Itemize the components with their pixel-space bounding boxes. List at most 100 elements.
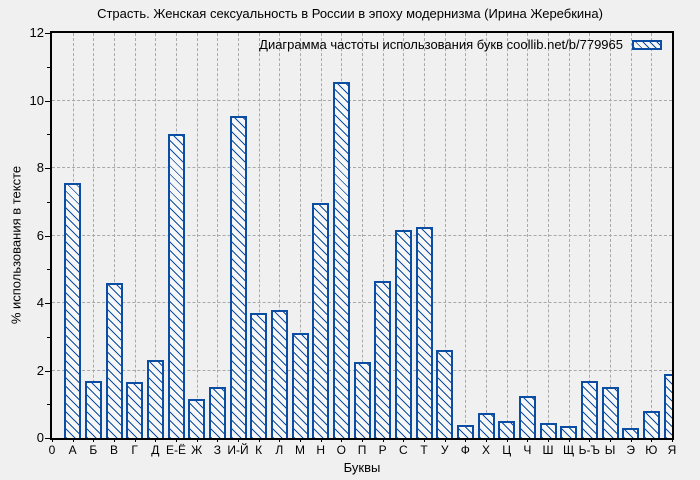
x-tick-label-И-Й: И-Й [227, 443, 249, 457]
x-tick-mark [548, 438, 549, 442]
y-tick-label-12: 12 [29, 25, 44, 40]
v-gridline [258, 33, 260, 438]
x-tick-mark [300, 438, 301, 442]
y-tick-mark-minor [47, 134, 50, 136]
x-tick-mark [258, 438, 260, 442]
x-tick-mark [382, 438, 384, 442]
x-tick-label-Ш: Ш [542, 443, 554, 457]
v-gridline [93, 33, 95, 438]
x-tick-label-0: 0 [48, 443, 56, 457]
y-tick-label-2: 2 [36, 362, 44, 378]
y-tick-mark-major [45, 168, 50, 169]
x-tick-label-Щ: Щ [563, 443, 575, 457]
bar-Э [622, 427, 640, 438]
v-gridline [300, 33, 301, 438]
x-tick-mark [424, 438, 425, 442]
legend: Диаграмма частоты использования букв coo… [259, 37, 662, 52]
y-tick-label-0: 0 [36, 430, 44, 445]
x-tick-mark [610, 438, 611, 442]
x-tick-label-Ю: Ю [645, 443, 658, 457]
x-tick-mark [362, 438, 363, 442]
bar-Ф [456, 424, 474, 438]
y-tick-mark-minor [47, 201, 50, 203]
x-tick-label-Э: Э [626, 443, 635, 457]
bar-К [250, 313, 268, 438]
x-tick-mark [114, 438, 115, 442]
x-tick-mark [568, 438, 570, 442]
bar-Ч [518, 395, 536, 438]
v-gridline [444, 33, 446, 438]
x-tick-label-Х: Х [481, 443, 491, 457]
x-tick-mark [486, 438, 487, 442]
y-tick-mark-major [45, 370, 50, 372]
x-tick-label-А: А [68, 443, 77, 457]
bar-Щ [560, 426, 578, 438]
x-tick-mark [176, 438, 177, 442]
y-tick-mark-major [45, 303, 50, 304]
x-tick-mark [651, 438, 653, 442]
bar-Д [146, 360, 164, 438]
bar-П [353, 362, 371, 438]
v-gridline [465, 33, 467, 438]
x-tick-mark [196, 438, 198, 442]
x-tick-label-Т: Т [420, 443, 428, 457]
x-tick-label-О: О [336, 443, 346, 457]
x-tick-mark [238, 438, 239, 442]
x-tick-mark [630, 438, 632, 442]
y-tick-mark-major [45, 33, 50, 34]
v-gridline [382, 33, 384, 438]
bar-Х [477, 412, 495, 438]
x-tick-label-Б: Б [89, 443, 98, 457]
x-tick-mark [320, 438, 322, 442]
v-gridline [548, 33, 549, 438]
x-tick-label-Р: Р [378, 443, 387, 457]
x-tick-label-Г: Г [131, 443, 138, 457]
y-tick-mark-minor [47, 66, 50, 68]
y-tick-label-4: 4 [36, 295, 44, 310]
x-tick-label-М: М [295, 443, 305, 457]
x-tick-label-Л: Л [275, 443, 284, 457]
x-tick-label-В: В [109, 443, 119, 457]
v-gridline [589, 33, 591, 438]
x-tick-mark [527, 438, 529, 442]
x-tick-label-Ь-Ъ: Ь-Ъ [578, 443, 601, 457]
x-tick-mark [589, 438, 591, 442]
x-tick-mark [134, 438, 136, 442]
bar-С [394, 230, 412, 438]
bar-Б [84, 380, 102, 438]
x-tick-label-Н: Н [316, 443, 325, 457]
bar-И-Й [229, 115, 247, 438]
bar-Г [126, 382, 144, 438]
x-tick-label-Ж: Ж [191, 443, 203, 457]
x-tick-label-Ф: Ф [460, 443, 470, 457]
x-tick-label-У: У [440, 443, 449, 457]
x-tick-label-Ы: Ы [604, 443, 616, 457]
legend-swatch-hatched-bar [632, 39, 662, 50]
y-tick-label-6: 6 [36, 227, 44, 243]
y-tick-mark-major [45, 438, 50, 439]
x-tick-mark [506, 438, 508, 442]
bar-Ы [601, 387, 619, 438]
x-tick-mark [155, 438, 157, 442]
x-tick-label-П: П [357, 443, 367, 457]
bar-Л [270, 309, 288, 438]
y-tick-mark-major [45, 100, 50, 102]
x-tick-mark [672, 438, 673, 442]
bar-О [332, 81, 350, 438]
bar-Н [312, 203, 330, 438]
x-tick-mark [72, 438, 74, 442]
bar-Т [415, 227, 433, 438]
bar-Ю [642, 411, 660, 438]
bar-А [64, 183, 82, 438]
y-tick-mark-minor [47, 269, 50, 271]
bar-У [436, 350, 454, 438]
x-tick-label-С: С [398, 443, 408, 457]
x-tick-mark [217, 438, 219, 442]
y-tick-mark-minor [47, 336, 50, 338]
x-tick-mark [341, 438, 343, 442]
v-gridline [279, 33, 281, 438]
bar-Е-Ё [167, 134, 185, 438]
legend-label: Диаграмма частоты использования букв coo… [259, 37, 623, 52]
bar-Я [663, 373, 672, 438]
x-tick-label-Ц: Ц [502, 443, 512, 457]
